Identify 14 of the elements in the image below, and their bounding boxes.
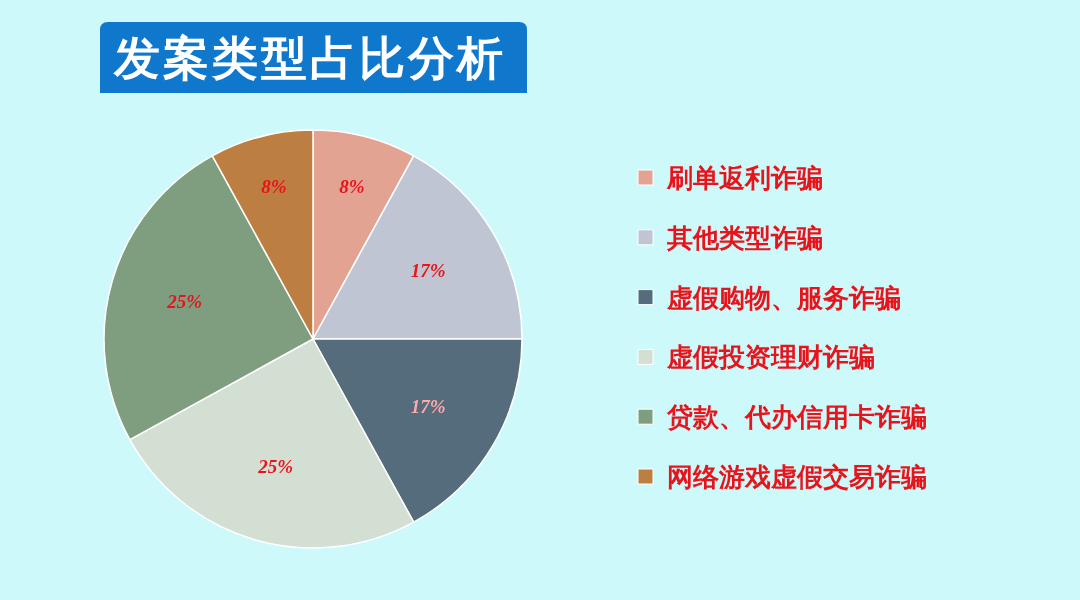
legend-label: 虚假投资理财诈骗 xyxy=(666,342,875,373)
legend-label: 刷单返利诈骗 xyxy=(666,163,823,193)
legend-label: 网络游戏虚假交易诈骗 xyxy=(667,462,927,492)
data-label: 25% xyxy=(257,456,294,478)
data-label: 8% xyxy=(339,176,365,198)
chart-title: 发案类型占比分析 xyxy=(112,31,506,85)
data-label: 17% xyxy=(410,396,446,418)
legend-label: 其他类型诈骗 xyxy=(666,222,823,253)
data-label: 25% xyxy=(166,290,202,312)
legend-label: 贷款、代办信用卡诈骗 xyxy=(666,402,927,433)
title: 发案类型占比分析 xyxy=(100,22,527,93)
legend-label: 虚假购物、服务诈骗 xyxy=(666,282,901,313)
data-label: 8% xyxy=(261,176,287,198)
data-label: 17% xyxy=(410,259,446,281)
